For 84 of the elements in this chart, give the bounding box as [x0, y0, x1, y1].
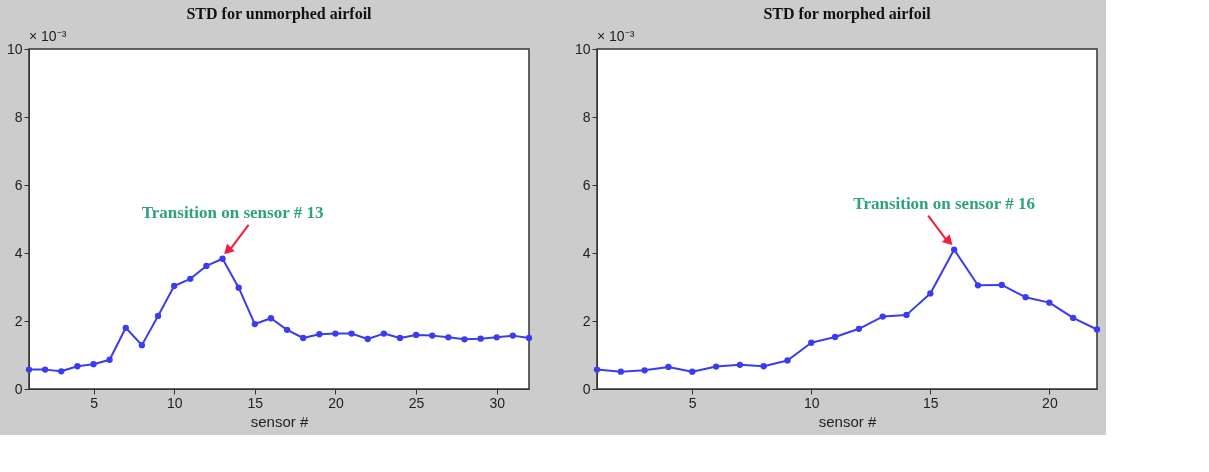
point	[950, 246, 958, 253]
chart-title: STD for unmorphed airfoil	[186, 5, 373, 23]
point	[665, 363, 672, 371]
point	[154, 312, 162, 320]
point	[461, 336, 468, 343]
point	[689, 368, 696, 375]
point	[364, 335, 371, 343]
point	[998, 281, 1005, 289]
x-tick-label: 20	[328, 394, 344, 411]
y-tick-label: 8	[14, 108, 23, 125]
point	[617, 368, 624, 375]
point	[106, 356, 113, 363]
point	[396, 334, 404, 342]
x-tick-label: 5	[688, 394, 697, 411]
point	[1046, 299, 1053, 306]
point	[412, 331, 420, 339]
x-tick-label: 10	[804, 394, 820, 411]
x-tick-label: 5	[90, 394, 99, 411]
point	[90, 361, 97, 368]
point	[903, 311, 910, 319]
point	[187, 275, 194, 282]
point	[122, 324, 129, 331]
point	[251, 320, 258, 328]
point	[41, 366, 49, 373]
point	[974, 282, 982, 289]
point	[429, 332, 436, 339]
point	[171, 282, 178, 290]
y-tick-label: 0	[14, 380, 23, 397]
annotation: Transition on sensor # 13	[141, 202, 324, 222]
point	[525, 334, 533, 342]
point	[1022, 294, 1029, 301]
y-tick-label: 6	[582, 176, 591, 193]
point	[138, 341, 146, 349]
x-tick-label: 15	[247, 394, 264, 411]
x-tick-label: 10	[166, 394, 183, 411]
point	[879, 313, 886, 320]
point	[235, 284, 242, 291]
point	[477, 335, 484, 342]
point	[300, 334, 307, 342]
y-tick-label: 10	[574, 40, 591, 57]
point	[1070, 314, 1077, 322]
point	[593, 366, 601, 373]
point	[219, 255, 226, 262]
point	[784, 357, 791, 364]
y-tick-label: 0	[582, 380, 591, 397]
y-tick-label: 4	[14, 244, 23, 261]
point	[332, 330, 339, 337]
point	[445, 334, 452, 341]
point	[808, 339, 815, 346]
text: × 10⁻³	[29, 28, 67, 44]
point	[316, 331, 323, 338]
point	[927, 290, 934, 297]
point	[58, 368, 65, 375]
x-tick-label: 20	[1042, 394, 1058, 411]
text: × 10⁻³	[597, 28, 635, 44]
point	[855, 325, 863, 332]
point	[831, 333, 839, 341]
point	[493, 334, 500, 341]
point	[736, 361, 744, 369]
annotation: Transition on sensor # 16	[853, 193, 1035, 213]
point	[203, 262, 210, 270]
y-tick-label: 2	[582, 312, 591, 329]
y-tick-label: 2	[14, 312, 23, 329]
x-tick-label: 25	[408, 394, 425, 411]
point	[1093, 326, 1101, 333]
point	[348, 330, 355, 337]
point	[267, 315, 275, 322]
y-tick-label: 6	[14, 176, 23, 193]
point	[380, 330, 387, 337]
x-tick-label: 30	[489, 394, 506, 411]
y-tick-label: 10	[6, 40, 23, 57]
x-axis-title: sensor #	[250, 412, 309, 430]
point	[641, 367, 648, 374]
chart-title: STD for morphed airfoil	[763, 5, 932, 23]
point	[712, 363, 720, 370]
x-tick-label: 15	[923, 394, 939, 411]
point	[25, 366, 33, 373]
point	[509, 332, 517, 339]
point	[283, 326, 291, 333]
x-axis-title: sensor #	[818, 412, 877, 430]
point	[760, 363, 767, 370]
y-tick-label: 4	[582, 244, 591, 261]
y-tick-label: 8	[582, 108, 591, 125]
point	[74, 363, 81, 370]
